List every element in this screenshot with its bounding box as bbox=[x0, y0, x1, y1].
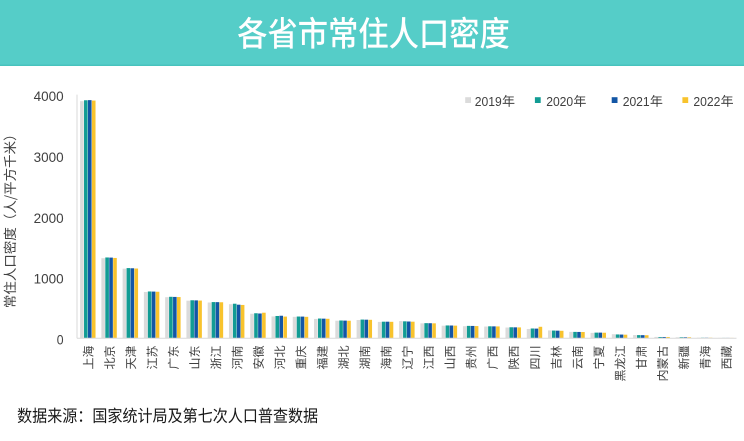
svg-text:2000: 2000 bbox=[34, 211, 64, 226]
svg-text:2019: 2019 bbox=[475, 94, 502, 109]
svg-text:3000: 3000 bbox=[34, 150, 64, 165]
svg-text:0: 0 bbox=[57, 333, 64, 348]
svg-text:2020: 2020 bbox=[546, 94, 573, 109]
svg-text:4000: 4000 bbox=[34, 89, 64, 104]
svg-text:1000: 1000 bbox=[34, 272, 64, 287]
svg-text:2022: 2022 bbox=[693, 94, 720, 109]
svg-text:2021: 2021 bbox=[623, 94, 650, 109]
